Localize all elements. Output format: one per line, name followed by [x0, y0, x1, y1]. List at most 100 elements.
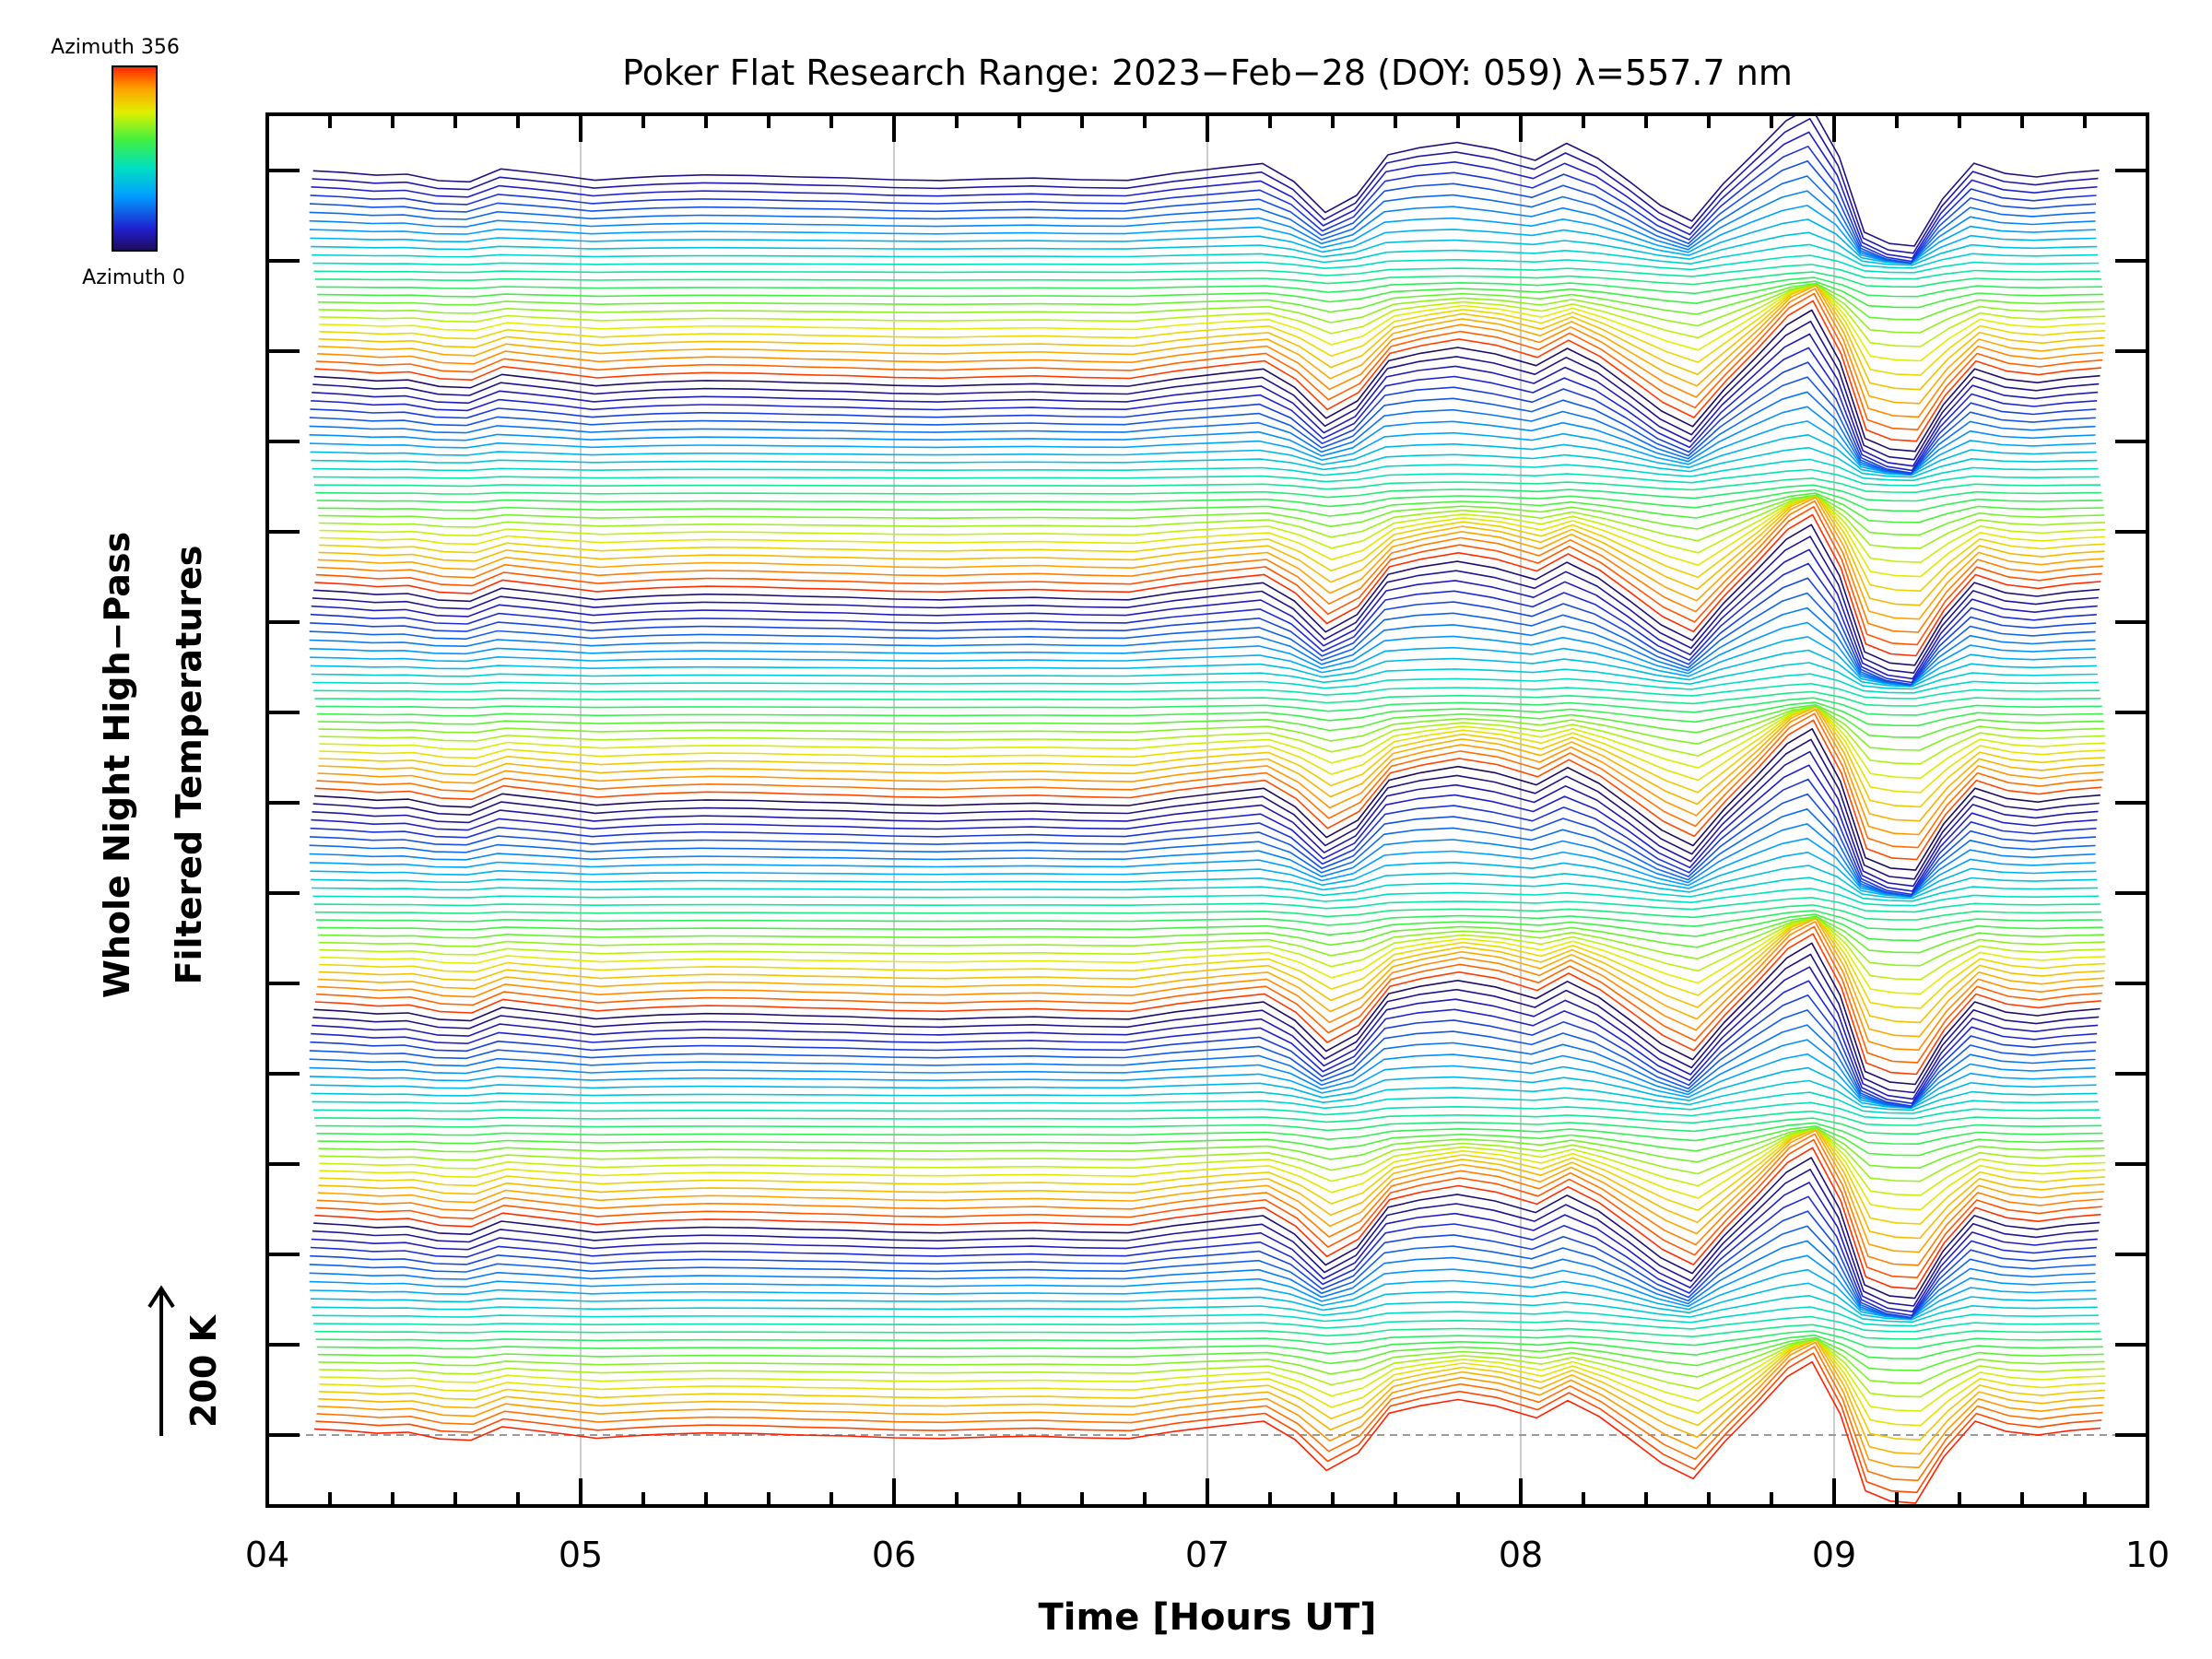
- series-line: [309, 1024, 2096, 1109]
- series-line: [314, 300, 2101, 442]
- series-line: [310, 1282, 2097, 1321]
- series-line: [316, 292, 2103, 431]
- series-line: [309, 1225, 2096, 1320]
- series-line: [318, 283, 2105, 334]
- series-line: [314, 933, 2101, 1076]
- series-line: [314, 690, 2101, 707]
- series-line: [313, 727, 2101, 871]
- x-tick-label: 08: [1499, 1535, 1543, 1575]
- series-line: [309, 406, 2096, 476]
- series-line: [317, 703, 2104, 738]
- scale-bar-label: 200 K: [183, 1313, 224, 1428]
- series-line: [312, 1101, 2100, 1120]
- series-line: [312, 953, 2100, 1094]
- series-line: [319, 494, 2106, 578]
- series-line: [313, 682, 2100, 700]
- series-line: [310, 218, 2097, 265]
- grid-lines: [580, 114, 1835, 1506]
- series-line: [316, 276, 2103, 298]
- x-tick-label: 09: [1812, 1535, 1856, 1575]
- series-line: [312, 888, 2100, 907]
- series-line: [312, 966, 2099, 1100]
- series-line: [319, 1127, 2106, 1196]
- series-line: [309, 621, 2096, 687]
- series-line: [319, 282, 2106, 376]
- series-line: [316, 488, 2103, 512]
- series-line: [316, 925, 2103, 1064]
- series-line: [309, 391, 2096, 476]
- series-line: [315, 1352, 2102, 1494]
- series-line: [311, 662, 2098, 690]
- series-line: [309, 1039, 2096, 1109]
- series-line: [313, 896, 2100, 913]
- series-line: [316, 1334, 2103, 1359]
- series-line: [313, 1315, 2100, 1333]
- series-line: [317, 1336, 2104, 1371]
- series-line: [311, 980, 2098, 1104]
- series-line: [319, 1338, 2106, 1398]
- series-line: [310, 636, 2097, 687]
- series-line: [319, 1126, 2106, 1225]
- series-line: [312, 254, 2100, 274]
- series-line: [310, 1268, 2097, 1320]
- series-line: [309, 1053, 2097, 1109]
- series-line: [310, 851, 2097, 898]
- series-line: [316, 1346, 2103, 1482]
- series-line: [319, 705, 2106, 780]
- x-tick-label: 10: [2125, 1535, 2170, 1575]
- series-line: [315, 1117, 2102, 1135]
- series-line: [315, 719, 2102, 861]
- series-line: [310, 778, 2097, 896]
- series-line: [315, 484, 2102, 502]
- series-line: [313, 309, 2100, 453]
- series-line: [312, 468, 2100, 487]
- series-line: [309, 807, 2096, 898]
- series-line: [318, 494, 2106, 549]
- series-line: [310, 649, 2097, 688]
- series-line: [319, 915, 2106, 1009]
- series-line: [315, 697, 2102, 716]
- series-line: [314, 513, 2101, 657]
- series-line: [309, 793, 2097, 897]
- series-line: [311, 1079, 2098, 1112]
- series-line: [318, 1127, 2105, 1240]
- series-line: [318, 916, 2105, 967]
- series-line: [309, 160, 2097, 265]
- series-line: [318, 494, 2105, 536]
- series-line: [318, 705, 2105, 751]
- series-line: [311, 548, 2098, 680]
- series-line: [311, 1182, 2098, 1312]
- series-line: [312, 738, 2100, 880]
- series-line: [314, 1324, 2101, 1340]
- series-line: [311, 131, 2098, 259]
- series-line: [318, 706, 2105, 822]
- x-tick-label: 07: [1185, 1535, 1230, 1575]
- series-line: [310, 994, 2097, 1107]
- series-line: [316, 500, 2103, 633]
- series-line: [317, 1129, 2104, 1253]
- series-line: [313, 1157, 2100, 1300]
- series-line: [311, 865, 2098, 900]
- series-line: [310, 1066, 2097, 1110]
- series-line: [309, 1009, 2096, 1109]
- series-line: [309, 376, 2096, 476]
- series-line: [311, 231, 2098, 266]
- series-line: [309, 420, 2097, 476]
- series-line: [313, 1360, 2101, 1504]
- series-line: [311, 1295, 2098, 1324]
- series-line: [309, 606, 2096, 687]
- series-line: [312, 118, 2099, 254]
- series-line: [318, 282, 2105, 321]
- series-line: [318, 494, 2105, 606]
- series-line: [316, 910, 2103, 931]
- series-line: [313, 264, 2100, 280]
- series-line: [310, 1210, 2097, 1319]
- series-line: [312, 750, 2099, 888]
- series-line: [319, 1337, 2106, 1427]
- series-line: [312, 114, 2100, 247]
- series-line: [310, 433, 2097, 477]
- series-line: [318, 284, 2105, 405]
- y-axis-label-line2: Filtered Temperatures: [169, 546, 209, 985]
- x-tick-labels: 04 05 06 07 08 09 10: [245, 1535, 2170, 1575]
